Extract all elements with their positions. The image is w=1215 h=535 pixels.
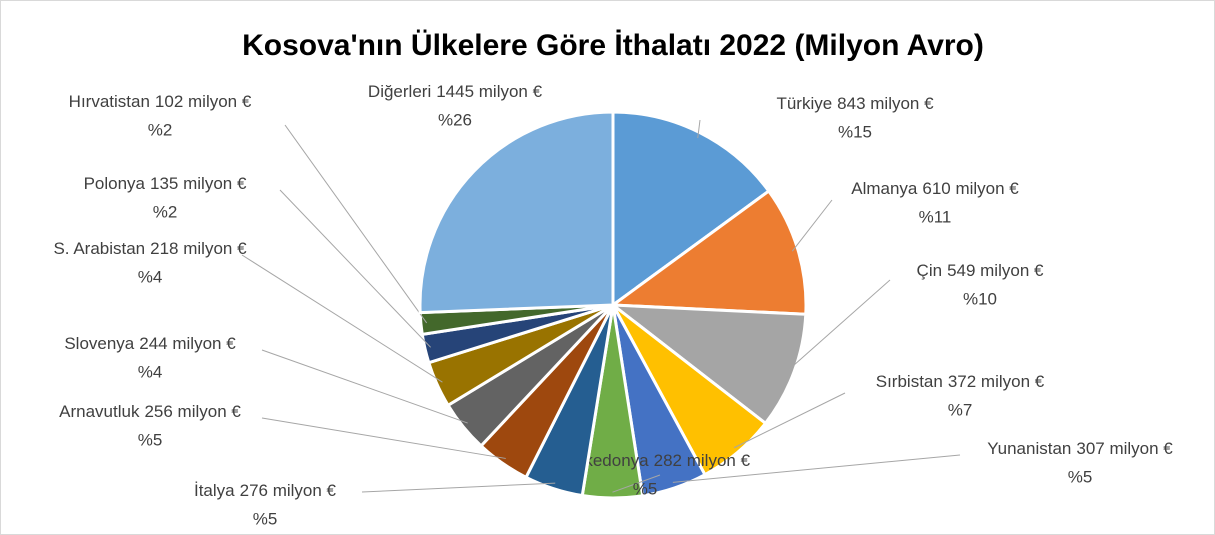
label-category: Türkiye <box>776 94 832 113</box>
data-label: Türkiye 843 milyon € <box>776 94 934 113</box>
data-label: Diğerleri 1445 milyon € <box>368 82 543 101</box>
leader-line <box>261 349 468 424</box>
label-percent: %11 <box>919 207 952 226</box>
leader-line <box>241 254 443 383</box>
label-category: Yunanistan <box>987 439 1071 458</box>
label-value: 1445 milyon € <box>436 82 542 101</box>
label-value: 276 milyon € <box>240 481 337 500</box>
data-label: Arnavutluk 256 milyon € <box>59 402 241 421</box>
label-category: Slovenya <box>64 334 134 353</box>
label-percent: %5 <box>253 509 278 528</box>
leader-line <box>791 199 833 252</box>
label-value: 135 milyon € <box>150 174 247 193</box>
label-value: 307 milyon € <box>1076 439 1173 458</box>
leader-line <box>284 124 428 324</box>
pie-slice <box>611 110 771 308</box>
label-category: Diğerleri <box>368 82 431 101</box>
data-label: Slovenya 244 milyon € <box>64 334 236 353</box>
label-percent: %5 <box>633 479 658 498</box>
leader-line <box>672 454 961 483</box>
data-label: Yunanistan 307 milyon € <box>987 439 1173 458</box>
data-label: Polonya 135 milyon € <box>84 174 247 193</box>
label-category: İtalya <box>194 481 235 500</box>
leader-line <box>279 189 432 348</box>
label-category: Almanya <box>851 179 918 198</box>
label-category: Çin <box>917 261 943 280</box>
label-value: 218 milyon € <box>150 239 247 258</box>
leader-line <box>697 119 701 139</box>
label-value: 610 milyon € <box>922 179 1019 198</box>
label-percent: %7 <box>948 400 973 419</box>
label-value: 102 milyon € <box>155 92 252 111</box>
label-percent: %2 <box>153 202 178 221</box>
label-value: 372 milyon € <box>948 372 1045 391</box>
pie-slice <box>608 188 808 316</box>
label-percent: %5 <box>138 430 163 449</box>
label-value: 549 milyon € <box>947 261 1044 280</box>
pie-slice <box>608 303 808 426</box>
label-value: 282 milyon € <box>654 451 751 470</box>
label-percent: %26 <box>438 110 472 129</box>
label-percent: %15 <box>838 122 872 141</box>
leader-line <box>361 482 556 493</box>
label-value: 843 milyon € <box>837 94 934 113</box>
data-label: Hırvatistan 102 milyon € <box>69 92 252 111</box>
leader-line <box>261 417 506 459</box>
data-label: Çin 549 milyon € <box>917 261 1044 280</box>
chart-title: Kosova'nın Ülkelere Göre İthalatı 2022 (… <box>242 29 984 62</box>
label-category: Hırvatistan <box>69 92 150 111</box>
leader-line <box>612 474 661 493</box>
label-percent: %2 <box>148 120 173 139</box>
label-percent: %5 <box>1068 467 1093 486</box>
label-category: Arnavutluk <box>59 402 140 421</box>
label-category: S. Arabistan <box>53 239 145 258</box>
label-value: 256 milyon € <box>144 402 241 421</box>
pie-slice <box>418 110 615 315</box>
label-percent: %4 <box>138 267 163 286</box>
data-label: Sırbistan 372 milyon € <box>876 372 1045 391</box>
label-category: Polonya <box>84 174 146 193</box>
label-category: Sırbistan <box>876 372 943 391</box>
label-percent: %10 <box>963 289 997 308</box>
data-label: S. Arabistan 218 milyon € <box>53 239 247 258</box>
label-percent: %4 <box>138 362 163 381</box>
data-label: İtalya 276 milyon € <box>194 481 337 500</box>
label-value: 244 milyon € <box>139 334 236 353</box>
leader-line <box>788 279 891 371</box>
leader-line <box>733 392 846 449</box>
data-label: Almanya 610 milyon € <box>851 179 1019 198</box>
